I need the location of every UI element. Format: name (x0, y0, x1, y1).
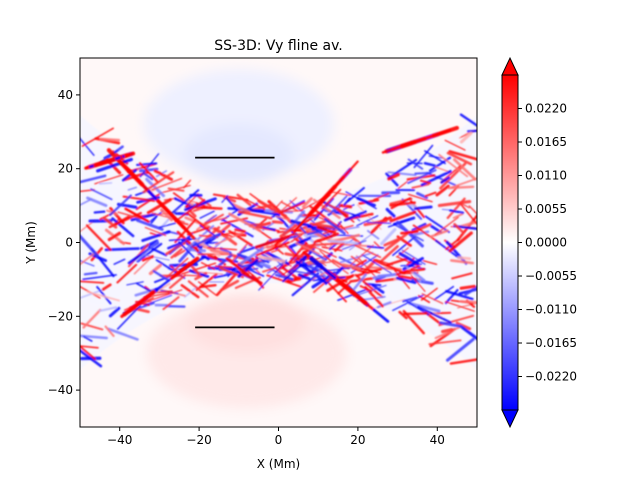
colorbar-gradient (501, 74, 519, 411)
y-tick-label: −20 (48, 309, 73, 323)
x-tick-label: −40 (107, 433, 132, 447)
x-tick-label: 0 (275, 433, 283, 447)
x-axis-label: X (Mm) (257, 457, 300, 471)
colorbar: 0.0220 0.0165 0.0110 0.0055 0.0000 −0.0055 −0.… (501, 56, 577, 429)
y-axis-label: Y (Mm) (24, 221, 38, 265)
colorbar-tick-label: 0.0165 (525, 135, 567, 149)
annotation-lines (195, 156, 275, 329)
colorbar-tick-label: 0.0220 (525, 102, 567, 116)
y-tick-label: −40 (48, 383, 73, 397)
colorbar-tick-label: −0.0165 (525, 336, 577, 350)
x-tick-label: 20 (350, 433, 365, 447)
x-tick-label: 40 (430, 433, 445, 447)
colorbar-tick-label: −0.0055 (525, 269, 577, 283)
y-tick-label: 20 (58, 162, 73, 176)
y-tick-label: 40 (58, 88, 73, 102)
colorbar-tick-label: 0.0110 (525, 169, 567, 183)
colorbar-ticks: 0.0220 0.0165 0.0110 0.0055 0.0000 −0.0055 −0.… (518, 102, 577, 384)
colorbar-extend-bottom (501, 409, 519, 429)
colorbar-tick-label: −0.0220 (525, 370, 577, 384)
colorbar-tick-label: 0.0055 (525, 202, 567, 216)
turbulent-streaks (80, 113, 477, 368)
colorbar-tick-label: −0.0110 (525, 303, 577, 317)
x-axis: −40 −20 0 20 40 (107, 427, 445, 447)
y-tick-label: 0 (65, 236, 73, 250)
colorbar-tick-label: 0.0000 (525, 236, 567, 250)
heatmap-field (80, 58, 477, 427)
jet-arms (84, 125, 459, 323)
colorbar-extend-top (501, 56, 519, 76)
y-axis: −40 −20 0 20 40 (48, 88, 80, 397)
chart-title: SS-3D: Vy fline av. (214, 38, 343, 54)
x-tick-label: −20 (186, 433, 211, 447)
